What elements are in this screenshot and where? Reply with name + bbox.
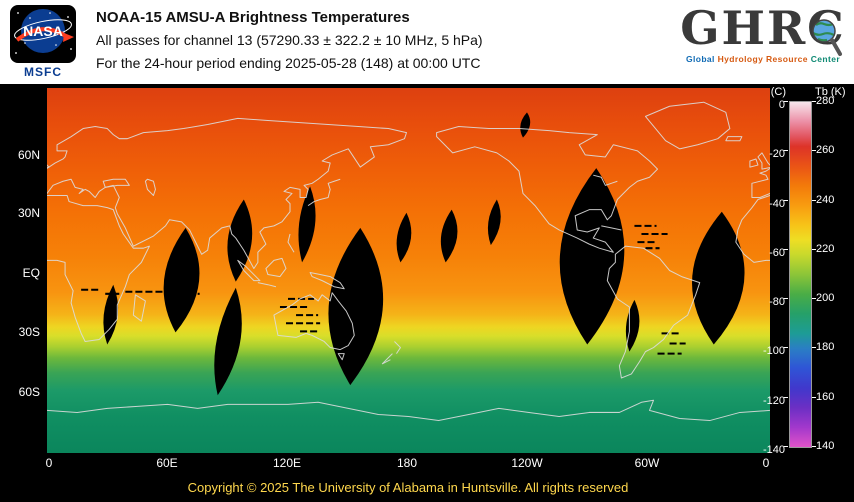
copyright-text: Copyright © 2025 The University of Alaba… bbox=[187, 480, 629, 495]
x-axis-label: 0 bbox=[762, 456, 770, 470]
colorbar-right-label: 200 bbox=[816, 292, 835, 304]
colorbar-tick bbox=[812, 347, 816, 348]
colorbar-left-label: -120 bbox=[762, 395, 785, 407]
colorbar bbox=[789, 101, 812, 448]
x-axis-label: 120E bbox=[272, 456, 302, 470]
colorbar-left-label: -60 bbox=[769, 247, 785, 259]
colorbar-tick bbox=[784, 249, 788, 250]
plot-area: 60N 30N EQ 30S 60S bbox=[0, 84, 854, 502]
colorbar-tick bbox=[812, 298, 816, 299]
missing-data-swaths bbox=[103, 112, 745, 396]
channel-subtitle: All passes for channel 13 (57290.33 ± 32… bbox=[96, 32, 483, 48]
colorbar-tick bbox=[784, 397, 788, 398]
colorbar-tick bbox=[812, 150, 816, 151]
colorbar-right-label: 180 bbox=[816, 341, 835, 353]
colorbar-left-header: (C) bbox=[770, 86, 786, 98]
temperature-field bbox=[47, 88, 770, 453]
ghrc-subtitle: Global Hydrology Resource Center bbox=[678, 54, 848, 64]
x-axis-label: 0 bbox=[45, 456, 53, 470]
header: NASA MSFC NOAA-15 AMSU-A Brightness Temp… bbox=[0, 0, 854, 84]
colorbar-tick bbox=[784, 347, 788, 348]
colorbar-tick bbox=[812, 249, 816, 250]
page-title: NOAA-15 AMSU-A Brightness Temperatures bbox=[96, 9, 410, 26]
x-axis-label: 60W bbox=[634, 456, 660, 470]
y-axis-label: EQ bbox=[22, 266, 40, 280]
colorbar-left-label: -80 bbox=[769, 296, 785, 308]
scanline-dropouts bbox=[81, 224, 686, 355]
x-axis-label: 60E bbox=[156, 456, 178, 470]
colorbar-left-label: -20 bbox=[769, 148, 785, 160]
colorbar-left-label: -140 bbox=[762, 444, 785, 456]
colorbar-left-label: -100 bbox=[762, 345, 785, 357]
colorbar-tick bbox=[784, 446, 788, 447]
colorbar-right-label: 160 bbox=[816, 391, 835, 403]
colorbar-tick bbox=[784, 101, 788, 102]
period-subtitle: For the 24-hour period ending 2025-05-28… bbox=[96, 55, 481, 71]
title-block: NOAA-15 AMSU-A Brightness Temperatures A… bbox=[96, 7, 483, 75]
x-axis-label: 120W bbox=[511, 456, 543, 470]
nasa-insignia-icon: NASA bbox=[14, 9, 74, 54]
colorbar-tick bbox=[784, 200, 788, 201]
colorbar-right-label: 240 bbox=[816, 194, 835, 206]
colorbar-tick bbox=[812, 200, 816, 201]
colorbar-tick bbox=[812, 101, 816, 102]
ghrc-subtitle-word: Resource bbox=[765, 54, 808, 64]
colorbar-right-label: 260 bbox=[816, 144, 835, 156]
colorbar-tick bbox=[812, 446, 816, 447]
ghrc-logo: GHRC Global Hydrology Resource Center bbox=[678, 0, 848, 64]
ghrc-subtitle-word: Hydrology bbox=[717, 54, 764, 64]
colorbar-left-label: 0 bbox=[778, 99, 785, 111]
nasa-logo: NASA bbox=[10, 5, 76, 63]
ghrc-subtitle-word: Center bbox=[810, 54, 841, 64]
colorbar-tick bbox=[784, 298, 788, 299]
colorbar-right-label: 220 bbox=[816, 243, 835, 255]
colorbar-right-label: 140 bbox=[816, 440, 835, 452]
colorbar-tick bbox=[784, 150, 788, 151]
brightness-temperature-map bbox=[47, 88, 770, 453]
msfc-label: MSFC bbox=[24, 65, 62, 79]
y-axis-label: 60N bbox=[17, 148, 40, 162]
colorbar-tick bbox=[812, 397, 816, 398]
ghrc-globe-magnifier-icon bbox=[812, 19, 842, 56]
colorbar-left-label: -40 bbox=[769, 198, 785, 210]
nasa-wordmark: NASA bbox=[23, 23, 63, 39]
y-axis-label: 30N bbox=[17, 206, 40, 220]
ghrc-acronym: GHRC bbox=[678, 0, 848, 56]
ghrc-subtitle-word: Global bbox=[685, 54, 715, 64]
colorbar-right-label: 280 bbox=[816, 95, 835, 107]
y-axis-label: 30S bbox=[18, 325, 40, 339]
x-axis-label: 180 bbox=[396, 456, 418, 470]
colorbar-right-header: Tb (K) bbox=[815, 86, 846, 98]
y-axis-label: 60S bbox=[18, 385, 40, 399]
